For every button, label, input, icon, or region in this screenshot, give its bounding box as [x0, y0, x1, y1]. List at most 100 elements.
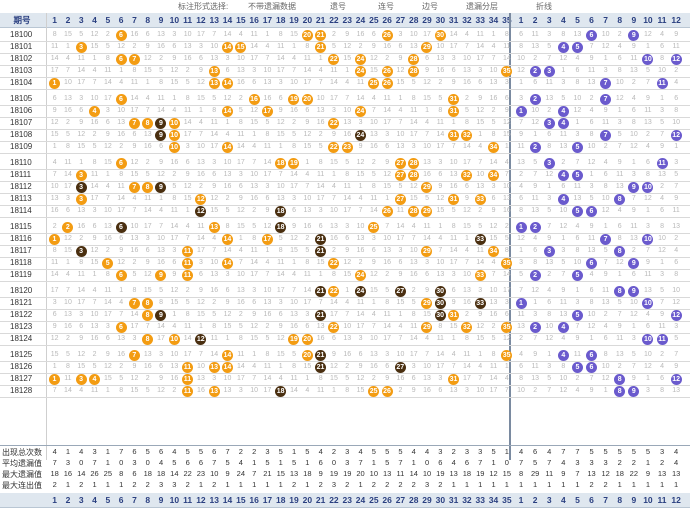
- stat-value: 2: [252, 447, 257, 456]
- miss-cell: 11: [184, 323, 192, 330]
- miss-cell: 4: [185, 223, 190, 230]
- miss-cell: 12: [587, 159, 596, 166]
- miss-cell: 10: [236, 271, 245, 278]
- stat-value: 15: [276, 469, 285, 478]
- back-ball: 3: [543, 117, 555, 129]
- miss-cell: 14: [77, 287, 86, 294]
- miss-cell: 11: [144, 195, 152, 202]
- miss-cell: 3: [185, 143, 190, 150]
- front-ball: 6: [115, 93, 127, 105]
- front-ball: 14: [221, 141, 233, 153]
- miss-cell: 3: [519, 95, 523, 102]
- miss-cell: 6: [132, 131, 137, 138]
- miss-cell: 12: [369, 55, 378, 62]
- miss-cell: 8: [265, 351, 270, 358]
- stat-value: 1: [631, 480, 636, 489]
- legend-option[interactable]: 遗漏分层: [466, 2, 498, 11]
- footer-front-number: 3: [78, 495, 84, 505]
- miss-cell: 13: [517, 159, 525, 166]
- stat-value: 3: [331, 480, 337, 489]
- miss-cell: 8: [292, 143, 296, 150]
- miss-cell: 14: [64, 171, 72, 178]
- miss-cell: 7: [331, 195, 336, 202]
- miss-cell: 7: [575, 323, 580, 330]
- miss-cell: 2: [617, 363, 622, 370]
- miss-cell: 8: [575, 79, 580, 86]
- miss-cell: 14: [183, 335, 192, 342]
- miss-cell: 9: [504, 107, 509, 114]
- front-ball: 22: [328, 53, 340, 65]
- miss-cell: 3: [504, 79, 509, 86]
- miss-cell: 4: [438, 235, 443, 242]
- footer-front-number: 34: [488, 495, 499, 505]
- miss-cell: 4: [238, 247, 243, 254]
- miss-cell: 3: [438, 375, 443, 382]
- miss-cell: 10: [409, 31, 418, 38]
- miss-cell: 5: [504, 235, 509, 242]
- miss-cell: 3: [371, 235, 376, 242]
- miss-cell: 15: [210, 207, 219, 214]
- miss-cell: 9: [438, 183, 443, 190]
- legend-option[interactable]: 连号: [378, 2, 394, 11]
- miss-cell: 5: [238, 323, 243, 330]
- legend-option[interactable]: 边号: [422, 2, 438, 11]
- miss-cell: 15: [130, 387, 139, 394]
- stat-value: 12: [489, 469, 498, 478]
- miss-cell: 3: [252, 287, 257, 294]
- miss-cell: 14: [210, 131, 219, 138]
- stat-value: 5: [589, 447, 594, 456]
- miss-cell: 12: [250, 323, 259, 330]
- stat-value: 19: [436, 469, 445, 478]
- miss-cell: 9: [411, 387, 416, 394]
- miss-cell: 16: [263, 95, 272, 102]
- stat-value: 13: [289, 469, 299, 478]
- miss-cell: 2: [331, 31, 336, 38]
- header-front-number: 35: [502, 15, 512, 25]
- miss-cell: 13: [369, 131, 378, 138]
- miss-cell: 17: [436, 143, 445, 150]
- issue-number: 18123: [10, 322, 33, 331]
- back-ball: 5: [571, 141, 583, 153]
- stat-value: 2: [132, 480, 137, 489]
- miss-cell: 6: [52, 311, 57, 318]
- stat-value: 12: [601, 469, 610, 478]
- miss-cell: 2: [65, 119, 70, 126]
- miss-cell: 12: [343, 259, 352, 266]
- miss-cell: 3: [504, 299, 509, 306]
- miss-cell: 3: [385, 131, 390, 138]
- miss-cell: 15: [476, 335, 485, 342]
- miss-cell: 2: [252, 207, 257, 214]
- legend-option[interactable]: 不带遗漏数据: [248, 2, 296, 11]
- miss-cell: 9: [478, 95, 483, 102]
- miss-cell: 13: [644, 287, 652, 294]
- miss-cell: 6: [547, 131, 552, 138]
- legend-option[interactable]: 折线: [536, 2, 552, 11]
- miss-cell: 8: [371, 183, 376, 190]
- miss-cell: 12: [236, 207, 245, 214]
- miss-cell: 12: [103, 143, 112, 150]
- miss-cell: 13: [369, 351, 378, 358]
- miss-cell: 9: [278, 323, 283, 330]
- miss-cell: 7: [660, 131, 664, 138]
- miss-cell: 5: [674, 171, 679, 178]
- front-ball: 34: [487, 169, 499, 181]
- miss-cell: 1: [519, 247, 523, 254]
- stat-value: 22: [183, 469, 192, 478]
- stat-value: 3: [659, 447, 665, 456]
- stat-value: 2: [238, 447, 243, 456]
- miss-cell: 11: [630, 223, 638, 230]
- miss-cell: 2: [617, 31, 622, 38]
- miss-cell: 2: [345, 363, 350, 370]
- miss-cell: 15: [130, 171, 139, 178]
- miss-cell: 3: [547, 363, 552, 370]
- front-ball: 31: [448, 373, 459, 385]
- miss-cell: 9: [265, 207, 270, 214]
- miss-cell: 8: [185, 95, 190, 102]
- legend-option[interactable]: 遗号: [330, 2, 346, 11]
- miss-cell: 12: [476, 107, 485, 114]
- miss-cell: 14: [502, 55, 511, 62]
- front-ball: 7: [128, 53, 140, 65]
- miss-cell: 16: [170, 159, 179, 166]
- miss-cell: 10: [423, 363, 431, 370]
- miss-cell: 4: [561, 335, 566, 342]
